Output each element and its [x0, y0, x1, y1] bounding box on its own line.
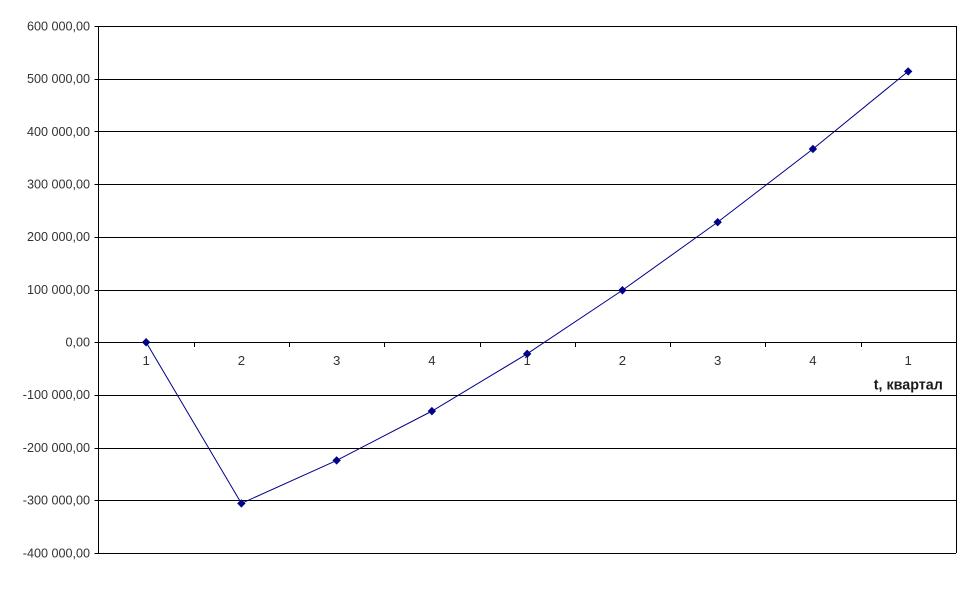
- svg-text:100 000,00: 100 000,00: [27, 283, 90, 297]
- svg-text:-400 000,00: -400 000,00: [23, 546, 90, 560]
- svg-text:3: 3: [714, 353, 721, 368]
- svg-text:3: 3: [333, 353, 340, 368]
- svg-text:t, квартал: t, квартал: [874, 378, 943, 394]
- svg-text:400 000,00: 400 000,00: [27, 125, 90, 139]
- svg-text:500 000,00: 500 000,00: [27, 72, 90, 86]
- svg-text:200 000,00: 200 000,00: [27, 230, 90, 244]
- svg-text:4: 4: [809, 353, 816, 368]
- svg-text:-100 000,00: -100 000,00: [23, 388, 90, 402]
- svg-text:300 000,00: 300 000,00: [27, 177, 90, 191]
- svg-text:0,00: 0,00: [65, 336, 90, 350]
- svg-text:2: 2: [238, 353, 245, 368]
- svg-text:2: 2: [619, 353, 626, 368]
- svg-text:600 000,00: 600 000,00: [27, 19, 90, 33]
- svg-text:-300 000,00: -300 000,00: [23, 494, 90, 508]
- svg-text:4: 4: [428, 353, 435, 368]
- svg-text:1: 1: [142, 353, 149, 368]
- svg-text:-200 000,00: -200 000,00: [23, 441, 90, 455]
- svg-text:1: 1: [904, 353, 911, 368]
